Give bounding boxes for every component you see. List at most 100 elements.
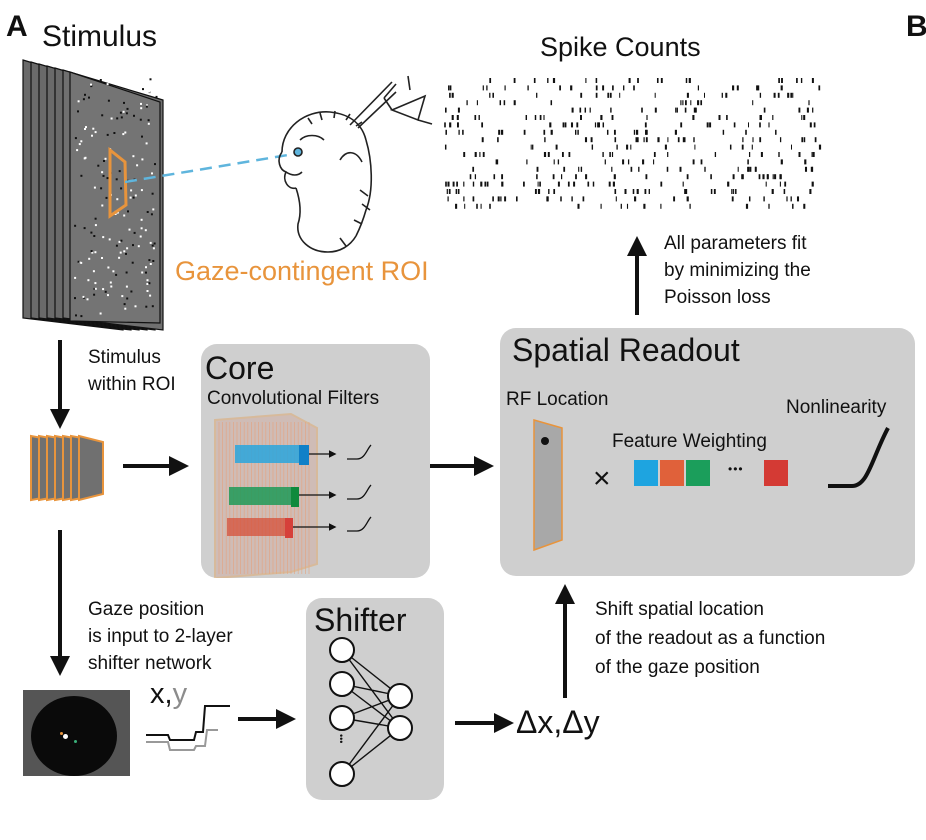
noise-dot [137, 245, 140, 248]
shifter-network-graphic [329, 637, 413, 787]
shift-note-line1: Shift spatial location [595, 599, 764, 620]
spike-raster [444, 78, 822, 209]
noise-dot [154, 163, 156, 166]
noise-dot [102, 288, 105, 291]
eye-image [23, 690, 130, 776]
noise-dot [80, 174, 83, 177]
noise-dot [152, 84, 155, 86]
noise-dot [147, 122, 150, 125]
noise-dot [148, 90, 151, 93]
noise-dot [123, 214, 126, 217]
fit-note-line3: Poisson loss [664, 287, 771, 308]
noise-dot [104, 290, 107, 293]
noise-dot [94, 251, 97, 254]
noise-dot [80, 261, 83, 264]
rf-location-map [533, 419, 563, 552]
noise-dot [88, 257, 91, 260]
noise-dot [115, 273, 118, 276]
readout-title: Spatial Readout [512, 332, 740, 368]
noise-dot [94, 282, 97, 285]
noise-dot [100, 187, 103, 190]
noise-dot [122, 133, 125, 136]
noise-dot [93, 235, 96, 237]
noise-dot [114, 213, 117, 215]
stimulus-frame-stack [22, 59, 164, 331]
spatial-readout-panel: Spatial Readout RF Location Nonlinearity… [500, 328, 915, 576]
noise-dot [128, 228, 131, 231]
noise-dot [82, 98, 85, 101]
noise-dot [141, 158, 144, 161]
noise-dot [94, 217, 97, 220]
weight-blue [634, 460, 658, 486]
delta-label: Δx,Δy [516, 704, 600, 740]
noise-dot [116, 117, 119, 120]
noise-dot [149, 263, 152, 265]
noise-dot [113, 132, 116, 134]
noise-dot [90, 83, 92, 86]
noise-dot [150, 213, 153, 216]
noise-dot [101, 204, 104, 207]
noise-dot [120, 239, 123, 242]
noise-dot [132, 196, 135, 199]
noise-dot [116, 198, 119, 201]
noise-dot [121, 295, 124, 298]
noise-dot [136, 164, 139, 167]
noise-dot [146, 290, 149, 292]
noise-dot [101, 114, 104, 117]
noise-dot [107, 294, 109, 297]
fit-note-line1: All parameters fit [664, 233, 807, 254]
noise-dot [123, 250, 126, 253]
noise-dot [101, 171, 104, 174]
noise-dot [83, 227, 86, 230]
shift-note-line3: of the gaze position [595, 657, 760, 678]
noise-dot [127, 210, 129, 213]
noise-dot [99, 312, 102, 315]
noise-dot [152, 208, 155, 211]
noise-dot [145, 271, 147, 274]
core-subtitle: Convolutional Filters [207, 388, 380, 409]
noise-dot [140, 102, 142, 105]
noise-dot [114, 78, 117, 81]
noise-dot [112, 270, 115, 273]
noise-dot [83, 157, 86, 160]
noise-dot [94, 131, 97, 134]
noise-dot [152, 260, 155, 262]
noise-dot [118, 240, 121, 243]
noise-dot [148, 282, 151, 285]
noise-dot [85, 126, 87, 129]
noise-dot [84, 128, 86, 130]
noise-dot [102, 174, 105, 177]
x-label: x, [150, 678, 173, 710]
noise-dot [146, 211, 149, 213]
noise-dot [90, 85, 93, 88]
noise-dot [119, 251, 122, 254]
noise-dot [140, 218, 143, 221]
shifter-dots: ••• [336, 734, 346, 744]
noise-dot [151, 192, 154, 195]
noise-dot [151, 244, 154, 247]
noise-dot [74, 297, 76, 300]
noise-dot [94, 287, 97, 290]
noise-dot [129, 196, 132, 199]
noise-dot [92, 127, 95, 130]
noise-dot [140, 189, 143, 192]
noise-dot [141, 271, 144, 274]
noise-dot [74, 137, 77, 140]
noise-dot [74, 276, 77, 279]
noise-dot [80, 140, 83, 143]
noise-dot [146, 104, 148, 107]
noise-dot [149, 241, 152, 244]
noise-dot [123, 303, 126, 306]
noise-dot [125, 285, 128, 288]
gaze-roi-label: Gaze-contingent ROI [175, 256, 429, 286]
core-panel: Core Convolutional Filters [201, 344, 430, 578]
noise-dot [93, 186, 96, 189]
noise-dot [97, 164, 100, 167]
nonlinearity-curve [828, 427, 890, 488]
noise-dot [91, 251, 94, 254]
noise-dot [109, 281, 112, 284]
noise-dot [120, 187, 123, 190]
noise-dot [126, 107, 129, 110]
noise-dot [75, 314, 77, 317]
